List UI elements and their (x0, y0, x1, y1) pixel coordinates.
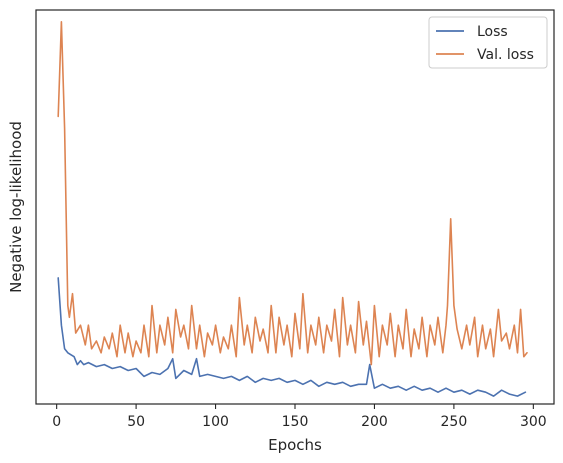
x-tick-label: 200 (361, 414, 388, 430)
x-tick-label: 250 (441, 414, 468, 430)
x-tick-label: 150 (282, 414, 309, 430)
series-line-loss (57, 277, 527, 397)
x-tick-label: 100 (202, 414, 229, 430)
x-tick-label: 0 (52, 414, 61, 430)
x-axis-label: Epochs (268, 436, 322, 454)
legend-box (428, 16, 548, 69)
x-tick-label: 50 (127, 414, 145, 430)
series-line-val-loss (57, 21, 528, 366)
x-axis-ticks: 0 50 100 150 200 250 300 (52, 404, 547, 430)
legend-label-loss: Loss (477, 24, 508, 40)
legend: Loss Val. loss (428, 16, 548, 69)
series-layer (57, 21, 528, 397)
x-tick-label: 300 (520, 414, 547, 430)
legend-label-val-loss: Val. loss (477, 47, 534, 63)
y-axis-label: Negative log-likelihood (7, 121, 25, 293)
